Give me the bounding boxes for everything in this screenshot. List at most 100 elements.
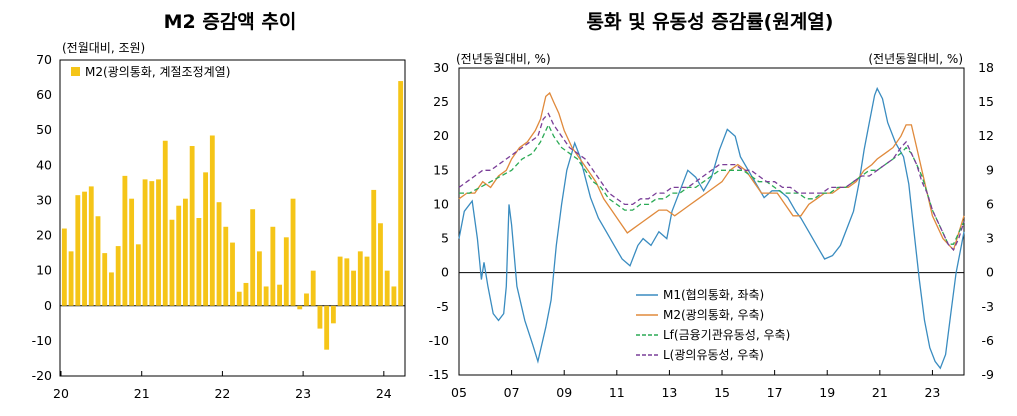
right-chart-left-y-tick-label: 10	[433, 196, 449, 211]
left-x-tick-label: 21	[134, 386, 150, 401]
right-chart-x-tick-label: 23	[924, 385, 940, 400]
left-bar	[250, 209, 256, 306]
left-bar	[398, 81, 404, 306]
left-bar	[135, 244, 141, 306]
right-chart-left-y-tick-label: 15	[433, 162, 449, 177]
left-legend-swatch	[71, 67, 80, 76]
left-bar	[142, 179, 148, 306]
left-y-axis: 70 60 50 40 30 20 10 0 -10 -20	[32, 52, 405, 383]
right-chart-left-y-tick-label: 20	[433, 128, 449, 143]
right-chart-left-y-tick-label: 30	[433, 60, 449, 75]
left-bar	[243, 282, 249, 306]
right-chart-right-y-tick-label: 6	[986, 196, 994, 211]
left-bar	[290, 198, 296, 306]
left-bar	[95, 216, 101, 306]
left-bar	[209, 135, 215, 306]
left-y-tick-label: 10	[36, 263, 52, 278]
left-bar	[230, 242, 235, 306]
left-y-tick-label: 70	[36, 52, 52, 67]
left-bar	[270, 226, 276, 306]
left-x-tick-label: 23	[295, 386, 311, 401]
right-chart-left-y-tick-label: 5	[441, 231, 449, 246]
left-y-tick-label: 40	[36, 157, 52, 172]
left-bar	[351, 270, 356, 306]
left-bar	[115, 246, 121, 306]
left-plot-frame	[59, 59, 406, 377]
left-bar	[196, 218, 202, 306]
right-chart-right-y-tick-label: 12	[978, 128, 994, 143]
left-bar	[324, 305, 330, 350]
left-y-tick-label: 60	[36, 87, 52, 102]
left-bar	[317, 305, 323, 329]
right-chart-x-tick-label: 11	[609, 385, 625, 400]
left-bar	[183, 198, 188, 306]
left-bar	[102, 253, 108, 306]
left-chart-unit-label: (전월대비, 조원)	[62, 41, 145, 55]
right-chart-right-y-tick-label: 3	[986, 231, 994, 246]
left-bar	[310, 270, 316, 306]
series-line-1	[458, 91, 965, 252]
left-bar	[384, 270, 390, 306]
right-chart-right-y-tick-label: -9	[982, 367, 995, 382]
right-chart-x-tick-label: 05	[451, 385, 467, 400]
left-y-tick-label: 0	[44, 298, 52, 313]
left-bar	[283, 237, 289, 306]
right-chart-lines	[458, 86, 965, 370]
left-bar	[162, 140, 168, 306]
series-line-0	[458, 86, 965, 370]
left-legend-label: M2(광의통화, 계절조정계열)	[85, 65, 230, 79]
left-bar	[391, 286, 397, 306]
right-chart-left-unit-label: (전년동월대비, %)	[456, 52, 551, 66]
right-chart-title: 통화 및 유동성 증감률(원계열)	[587, 11, 834, 33]
right-chart-x-tick-label: 19	[819, 385, 835, 400]
left-legend: M2(광의통화, 계절조정계열)	[71, 65, 230, 79]
left-x-tick-label: 20	[53, 386, 69, 401]
left-bars	[61, 81, 404, 350]
right-chart-right-y-tick-label: 18	[978, 60, 994, 75]
left-bar	[68, 251, 74, 306]
right-chart-right-y-tick-label: -6	[982, 333, 995, 348]
left-bar	[109, 272, 114, 306]
left-bar	[223, 226, 229, 306]
left-y-tick-label: -10	[32, 333, 52, 348]
left-bar	[176, 205, 182, 306]
left-bar	[364, 256, 370, 306]
right-chart-left-y-tick-label: -5	[437, 299, 449, 314]
right-chart-right-unit-label: (전년동월대비, %)	[868, 52, 963, 66]
left-bar	[304, 293, 309, 306]
left-bar	[216, 202, 222, 306]
left-bar	[129, 198, 135, 306]
left-bar	[75, 195, 81, 306]
right-chart-x-tick-label: 15	[714, 385, 730, 400]
right-chart-legend: M1(협의통화, 좌축) M2(광의통화, 우축) Lf(금융기관유동성, 우축) L…	[636, 288, 790, 362]
left-bar	[357, 251, 363, 306]
left-bar	[156, 179, 161, 306]
right-chart-left-y-axis: 30 25 20 15 10 5 0 -5 -10 -15	[429, 60, 964, 382]
right-chart-right-y-axis: 18 15 12 9 6 3 0 -3 -6 -9	[978, 60, 994, 382]
left-bar	[371, 189, 377, 306]
left-y-tick-label: 30	[36, 192, 52, 207]
left-x-tick-label: 22	[214, 386, 230, 401]
left-bar	[149, 181, 155, 306]
left-bar	[169, 219, 175, 306]
left-bar	[263, 286, 269, 306]
left-bar	[189, 146, 195, 306]
legend-label-2: Lf(금융기관유동성, 우축)	[663, 328, 790, 342]
left-bar	[277, 284, 282, 306]
right-chart-right-y-tick-label: 9	[986, 162, 994, 177]
series-line-2	[459, 123, 965, 245]
left-bar	[122, 175, 128, 306]
legend-label-1: M2(광의통화, 우축)	[663, 308, 764, 322]
left-bar	[61, 228, 67, 306]
right-chart-right-y-tick-label: 15	[978, 94, 994, 109]
left-y-tick-label: 50	[36, 122, 52, 137]
left-bar	[378, 223, 383, 306]
left-y-tick-label: -20	[32, 368, 52, 383]
left-chart-title: M2 증감액 추이	[164, 11, 297, 33]
legend-label-3: L(광의유동성, 우축)	[663, 348, 764, 362]
right-chart-x-axis: 05 07 09 11 13 15 17 19 21 23	[451, 370, 940, 400]
right-chart-left-y-tick-label: 25	[433, 94, 449, 109]
left-bar	[297, 305, 303, 310]
